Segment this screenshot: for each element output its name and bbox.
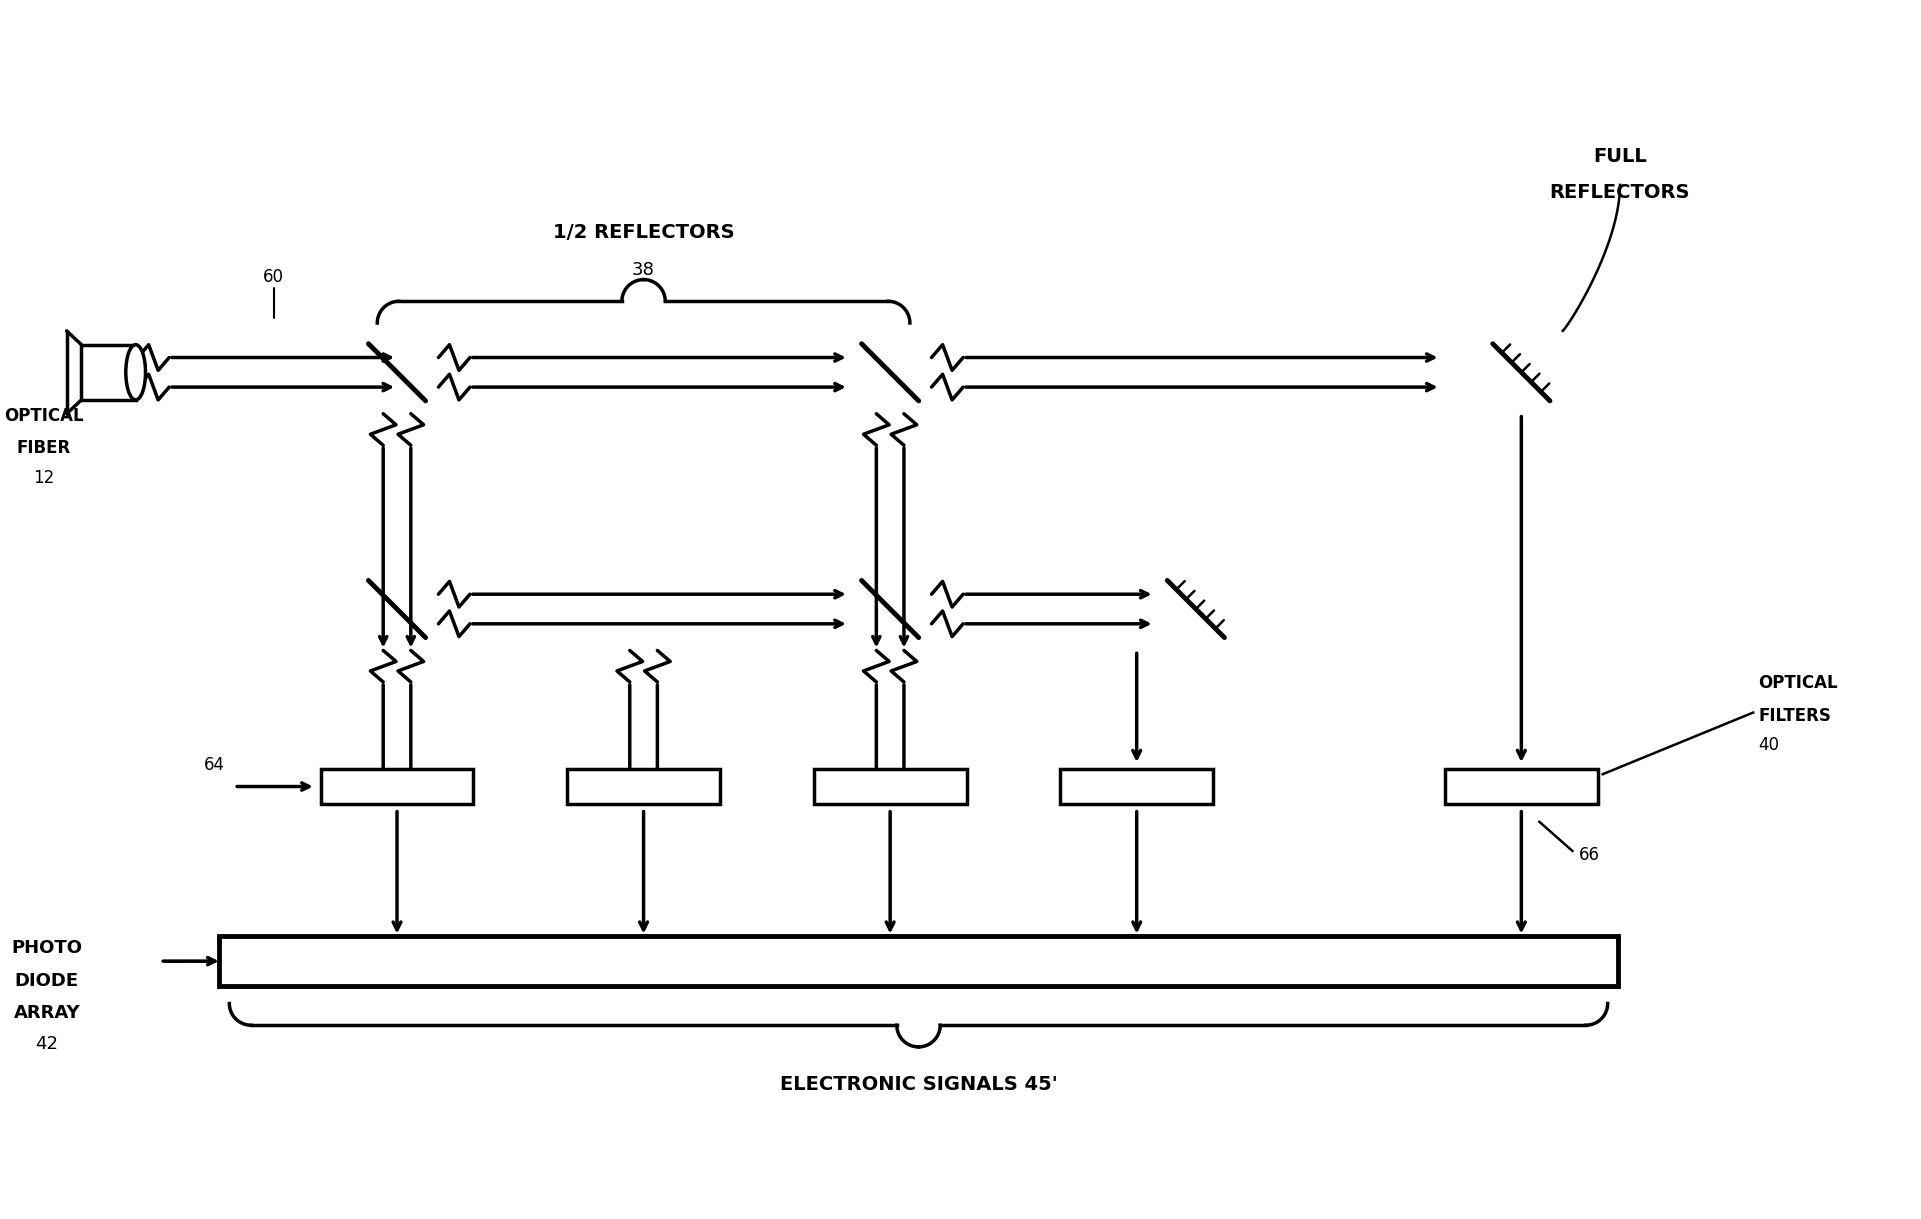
Text: 42: 42	[35, 1035, 58, 1053]
Bar	[815, 769, 966, 803]
Bar	[567, 769, 720, 803]
Text: OPTICAL: OPTICAL	[4, 407, 85, 425]
Text: REFLECTORS: REFLECTORS	[1550, 183, 1690, 202]
Bar	[1060, 769, 1214, 803]
Text: FULL: FULL	[1593, 147, 1646, 167]
Text: ELECTRONIC SIGNALS 45': ELECTRONIC SIGNALS 45'	[780, 1074, 1057, 1093]
Text: 12: 12	[33, 469, 54, 486]
Text: FIBER: FIBER	[17, 439, 71, 457]
Text: PHOTO: PHOTO	[12, 940, 83, 957]
Text: 1/2 REFLECTORS: 1/2 REFLECTORS	[553, 223, 734, 243]
Text: 38: 38	[632, 261, 655, 279]
Ellipse shape	[125, 345, 146, 400]
Text: OPTICAL: OPTICAL	[1758, 674, 1838, 692]
Text: 40: 40	[1758, 736, 1779, 755]
Bar	[1445, 769, 1598, 803]
Text: 66: 66	[1579, 846, 1600, 864]
Text: DIODE: DIODE	[15, 972, 79, 990]
Text: FILTERS: FILTERS	[1758, 707, 1831, 724]
Text: ARRAY: ARRAY	[13, 1003, 81, 1022]
Text: 60: 60	[263, 267, 284, 285]
Text: 64: 64	[204, 756, 225, 774]
Bar	[81, 345, 136, 400]
Bar	[219, 936, 1617, 986]
Bar	[321, 769, 473, 803]
